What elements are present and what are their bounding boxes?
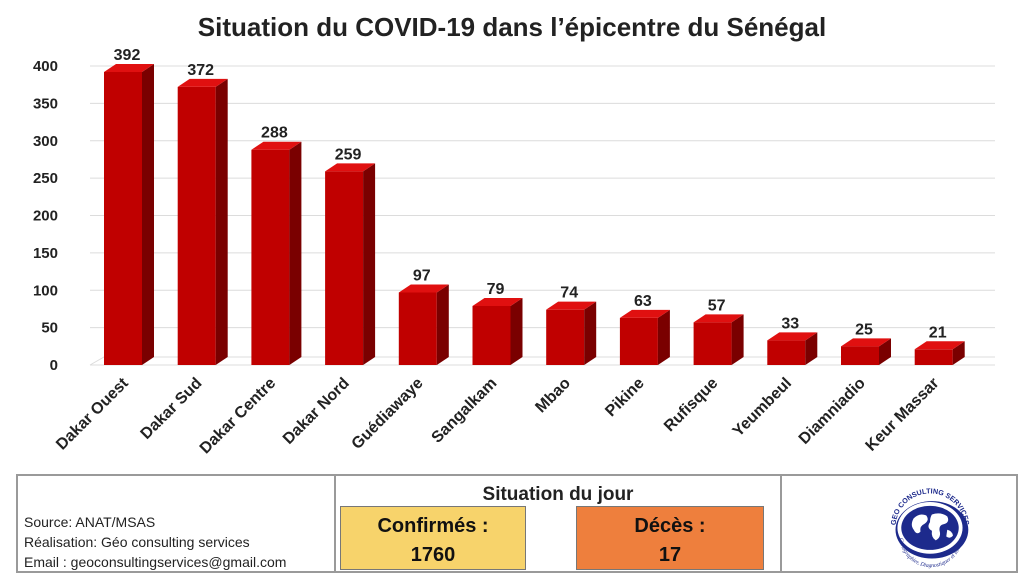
y-tick-label: 250 xyxy=(33,170,58,187)
y-tick-label: 300 xyxy=(33,133,58,150)
bar xyxy=(104,63,154,365)
x-tick-label: Keur Massar xyxy=(863,375,943,455)
data-label: 97 xyxy=(413,267,431,284)
data-labels: 392 372 288 259 97 79 74 63 57 33 25 21 xyxy=(114,47,947,341)
data-label: 74 xyxy=(560,285,578,302)
data-label: 33 xyxy=(781,315,799,332)
y-tick-label: 100 xyxy=(33,282,58,299)
y-tick-label: 50 xyxy=(41,320,58,337)
confirmed-label: Confirmés : xyxy=(377,515,489,537)
situation-du-jour: Situation du jour Confirmés : 1760 Décès… xyxy=(336,476,782,571)
x-tick-label: Dakar Sud xyxy=(138,375,206,443)
bar xyxy=(767,332,818,365)
bar xyxy=(841,338,891,365)
situation-title: Situation du jour xyxy=(482,484,634,505)
y-tick-label: 350 xyxy=(33,95,58,112)
bar xyxy=(693,314,744,365)
x-tick-label: Guédiawaye xyxy=(349,375,427,453)
bar-chart: Situation du COVID-19 dans l’épicentre d… xyxy=(33,12,995,457)
logo-area: GEO CONSULTING SERVICES Cartographier, D… xyxy=(782,476,1016,571)
deaths-value: 17 xyxy=(658,544,682,566)
data-label: 57 xyxy=(708,297,726,314)
x-tick-label: Rufisque xyxy=(661,375,721,435)
bar xyxy=(325,163,376,365)
realisation-text: Réalisation: Géo consulting services xyxy=(24,534,250,550)
x-tick-label: Dakar Centre xyxy=(197,375,280,458)
confirmed-cases-box: Confirmés : 1760 xyxy=(340,506,526,570)
data-label: 372 xyxy=(187,62,214,79)
x-tick-label: Dakar Nord xyxy=(280,375,353,448)
source-info: Source: ANAT/MSAS Réalisation: Géo consu… xyxy=(18,476,336,571)
bar xyxy=(251,141,302,365)
x-tick-label: Sangalkam xyxy=(429,375,501,447)
bar xyxy=(619,309,670,365)
data-label: 392 xyxy=(114,47,141,64)
deaths-label: Décès : xyxy=(634,515,706,537)
bar xyxy=(398,284,449,365)
y-tick-label: 400 xyxy=(33,58,58,75)
x-tick-label: Pikine xyxy=(602,375,647,420)
chart-title: Situation du COVID-19 dans l’épicentre d… xyxy=(198,12,826,42)
bar xyxy=(177,78,228,366)
data-label: 63 xyxy=(634,293,652,310)
y-tick-label: 0 xyxy=(50,357,58,374)
y-axis-ticks: 0 50 100 150 200 250 300 350 400 xyxy=(33,58,58,374)
footer-panel: Source: ANAT/MSAS Réalisation: Géo consu… xyxy=(16,474,1018,573)
source-text: Source: ANAT/MSAS xyxy=(24,514,156,530)
bar xyxy=(546,301,597,365)
bar xyxy=(472,297,523,365)
bars xyxy=(104,63,965,366)
data-label: 288 xyxy=(261,125,288,142)
deaths-box: Décès : 17 xyxy=(576,506,764,570)
data-label: 79 xyxy=(487,281,505,298)
data-label: 25 xyxy=(855,321,873,338)
data-label: 259 xyxy=(335,146,362,163)
globe-logo-icon: GEO CONSULTING SERVICES Cartographier, D… xyxy=(890,487,971,569)
bar xyxy=(914,341,965,365)
data-label: 21 xyxy=(929,324,947,341)
y-tick-label: 150 xyxy=(33,245,58,262)
confirmed-value: 1760 xyxy=(410,544,456,566)
x-tick-label: Diamniadio xyxy=(796,375,869,448)
x-tick-label: Dakar Ouest xyxy=(53,374,132,453)
email-text: Email : geoconsultingservices@gmail.com xyxy=(24,554,287,570)
y-tick-label: 200 xyxy=(33,208,58,225)
x-tick-label: Mbao xyxy=(532,375,574,417)
x-tick-label: Yeumbeul xyxy=(730,375,795,440)
